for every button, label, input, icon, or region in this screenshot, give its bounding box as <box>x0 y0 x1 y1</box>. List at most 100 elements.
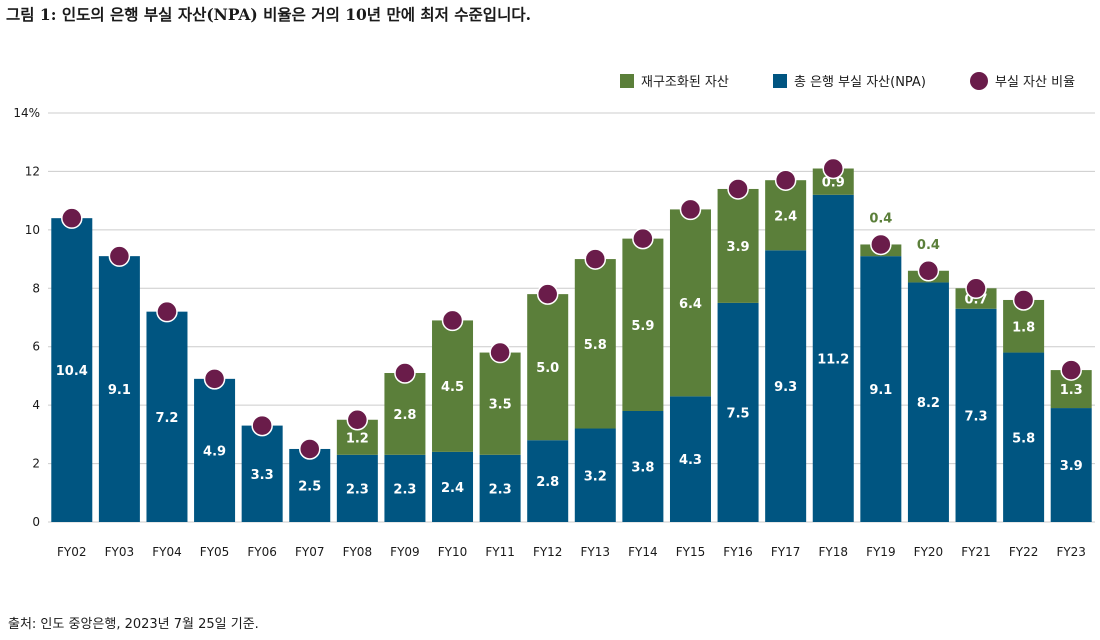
bar-restructured <box>765 180 807 251</box>
restructured-value-label: 3.9 <box>727 240 750 255</box>
bar-npa <box>289 448 331 522</box>
legend-label-restructured: 재구조화된 자산 <box>641 75 729 90</box>
ratio-marker <box>917 260 940 282</box>
y-tick-label: 12 <box>25 164 40 178</box>
legend-label-ratio: 부실 자산 비율 <box>995 75 1075 90</box>
npa-value-label: 2.3 <box>489 482 512 497</box>
y-tick-label: 2 <box>32 457 40 471</box>
npa-value-label: 5.8 <box>1012 431 1035 446</box>
npa-value-label: 7.3 <box>965 409 988 424</box>
x-tick-label: FY21 <box>961 545 991 559</box>
restructured-value-label: 4.5 <box>441 380 464 395</box>
npa-value-label: 9.1 <box>108 383 131 398</box>
x-tick-label: FY05 <box>200 545 230 559</box>
restructured-value-label: 0.4 <box>917 238 940 253</box>
ratio-markers <box>61 157 1082 460</box>
x-tick-label: FY06 <box>247 545 277 559</box>
bar-restructured <box>574 259 616 429</box>
ratio-marker <box>774 169 797 191</box>
restructured-value-label: 0.4 <box>869 211 892 226</box>
ratio-marker <box>965 277 987 300</box>
x-tick-label: FY15 <box>676 545 706 559</box>
legend-label-npa: 총 은행 부실 자산(NPA) <box>794 74 926 90</box>
npa-value-label: 3.8 <box>631 460 654 475</box>
bar-npa <box>574 428 616 522</box>
bar-npa <box>336 454 378 522</box>
bar-restructured <box>432 320 474 452</box>
bar-npa <box>812 194 854 523</box>
bar-npa <box>717 302 759 522</box>
ratio-marker <box>203 368 226 390</box>
bars <box>51 168 1092 523</box>
data-labels: 10.4 9.1 7.2 4.9 3.3 2.5 2.3 1.2 2.3 2.8 2.4 4.5 2.3… <box>56 176 1083 498</box>
bar-restructured <box>479 352 521 455</box>
ratio-marker <box>108 245 131 267</box>
restructured-value-label: 1.8 <box>1012 320 1035 335</box>
npa-value-label: 7.2 <box>155 411 178 426</box>
bar-npa <box>51 218 93 522</box>
restructured-value-label: 6.4 <box>679 297 702 312</box>
legend-swatch-npa <box>773 74 787 88</box>
restructured-value-label: 1.2 <box>346 431 369 446</box>
x-tick-label: FY10 <box>438 545 468 559</box>
ratio-marker <box>346 409 369 431</box>
x-tick-label: FY03 <box>105 545 135 559</box>
x-tick-label: FY12 <box>533 545 563 559</box>
restructured-value-label: 1.3 <box>1060 383 1083 398</box>
restructured-value-label: 5.9 <box>631 319 654 334</box>
x-tick-label: FY14 <box>628 545 658 559</box>
y-tick-label: 0 <box>32 515 40 529</box>
npa-value-label: 11.2 <box>817 352 849 367</box>
ratio-marker <box>536 283 559 305</box>
bar-restructured <box>622 238 664 411</box>
npa-value-label: 9.3 <box>774 380 797 395</box>
ratio-marker <box>1012 289 1035 311</box>
ratio-marker <box>299 438 321 460</box>
restructured-value-label: 5.8 <box>584 338 607 353</box>
x-tick-label: FY20 <box>914 545 944 559</box>
bar-npa <box>907 282 949 522</box>
x-tick-label: FY19 <box>866 545 896 559</box>
restructured-value-label: 5.0 <box>536 361 559 376</box>
bar-npa <box>955 308 997 522</box>
ratio-marker <box>441 309 464 332</box>
bar-npa <box>432 451 474 522</box>
x-tick-label: FY08 <box>343 545 373 559</box>
x-tick-label: FY02 <box>57 545 87 559</box>
x-tick-label: FY04 <box>152 545 182 559</box>
bar-restructured <box>717 188 759 303</box>
legend: 재구조화된 자산 총 은행 부실 자산(NPA) 부실 자산 비율 <box>620 72 1075 90</box>
npa-value-label: 3.9 <box>1060 459 1083 474</box>
bar-npa <box>1050 408 1092 522</box>
bar-npa <box>527 440 569 522</box>
x-tick-label: FY11 <box>485 545 515 559</box>
y-tick-label: 14% <box>13 106 40 120</box>
restructured-value-label: 3.5 <box>489 398 512 413</box>
y-tick-label: 8 <box>32 281 40 295</box>
ratio-marker <box>489 341 511 364</box>
bar-npa <box>384 454 426 522</box>
y-tick-label: 4 <box>32 398 40 412</box>
y-tick-label: 10 <box>25 223 40 237</box>
ratio-marker <box>156 300 178 323</box>
ratio-marker <box>1060 359 1082 381</box>
x-axis: FY02 FY03 FY04 FY05 FY06 FY07 FY08 FY09 FY10 FY11… <box>57 545 1086 559</box>
bar-npa <box>669 396 711 522</box>
bar-restructured <box>527 294 569 441</box>
ratio-marker <box>251 414 273 437</box>
ratio-marker <box>870 233 892 256</box>
bar-npa <box>1003 352 1045 522</box>
y-axis: 0 2 4 6 8 10 12 14% <box>13 106 40 529</box>
bar-restructured <box>669 209 711 397</box>
npa-value-label: 9.1 <box>869 383 892 398</box>
x-tick-label: FY13 <box>581 545 611 559</box>
x-tick-label: FY16 <box>723 545 753 559</box>
npa-value-label: 4.9 <box>203 444 226 459</box>
ratio-marker <box>632 227 654 250</box>
npa-value-label: 2.5 <box>298 479 321 494</box>
npa-value-label: 4.3 <box>679 453 702 468</box>
bar-npa <box>622 410 664 522</box>
bar-npa <box>194 378 236 522</box>
ratio-marker <box>679 198 702 221</box>
x-tick-label: FY09 <box>390 545 420 559</box>
